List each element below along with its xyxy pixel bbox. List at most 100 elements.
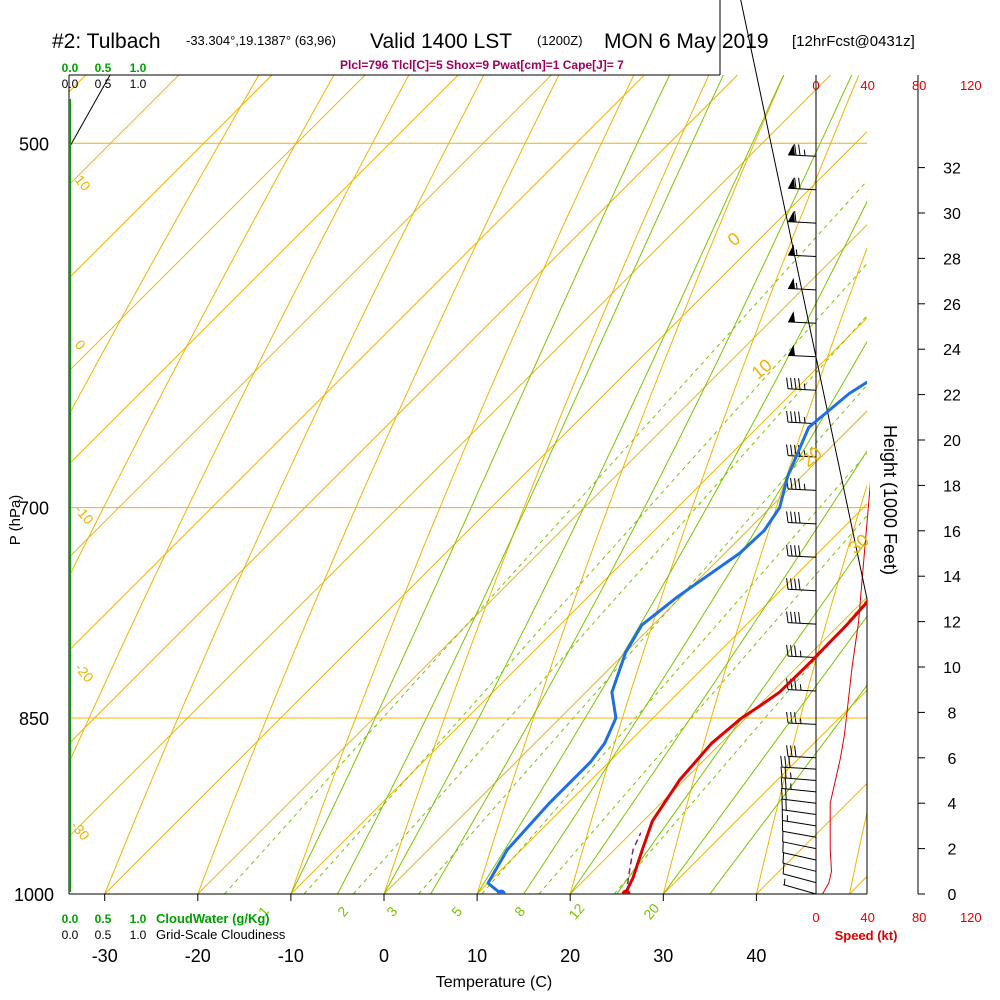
temp-tick-label: 30: [653, 946, 673, 966]
wind-barb-flag: [781, 809, 783, 821]
isotherm-line: [69, 75, 459, 465]
wind-barb-pennant: [788, 210, 796, 223]
wind-barb-flag: [790, 578, 793, 590]
temp-tick-label: -20: [185, 946, 211, 966]
wind-barb: [786, 644, 817, 658]
wind-barb-shaft: [782, 819, 817, 827]
moist-adiabat-line: [476, 200, 867, 894]
isotherm-line: [476, 503, 867, 894]
isotherm-line: [69, 75, 739, 745]
mixing-ratio-line: [418, 384, 867, 894]
speed-tick-label-top: 0: [812, 78, 819, 93]
isotherm-line: [849, 875, 867, 894]
wind-barb-flag: [780, 777, 783, 789]
wind-barb-flag: [790, 611, 793, 623]
wind-barb: [780, 755, 817, 770]
height-tick-label: 6: [948, 751, 957, 768]
dry-adiabat-label: 0: [72, 337, 89, 353]
thermo-grid: [69, 75, 867, 894]
wind-barb-flag: [794, 378, 797, 390]
wind-barb-half: [803, 450, 806, 457]
wind-barb-flag: [790, 411, 793, 423]
moist-adiabat-label: 0: [724, 228, 745, 250]
moist-adiabat-line: [569, 450, 867, 894]
wind-barb-flag: [794, 511, 797, 523]
wind-barb-flag: [786, 444, 789, 456]
sounding-parameters: Plcl=796 Tlcl[C]=5 Shox=9 Pwat[cm]=1 Cap…: [340, 58, 624, 72]
wind-barb: [786, 578, 817, 592]
wind-barb-flag: [781, 798, 783, 810]
wind-barb: [788, 177, 817, 191]
mixing-ratio-label: 3: [383, 903, 400, 919]
dry-adiabat-label: 10: [72, 172, 94, 194]
wind-barb-flag: [794, 611, 797, 624]
wind-barb: [786, 745, 817, 759]
temp-tick-label: -30: [92, 946, 118, 966]
dry-adiabat-label: -30: [68, 818, 93, 844]
dry-adiabat-line: [662, 246, 867, 894]
wind-barb-flag: [788, 756, 791, 768]
wind-barb-flag: [786, 711, 789, 724]
wind-barb-pennant: [788, 177, 796, 189]
temp-axis-title: Temperature (C): [436, 974, 552, 991]
wind-barb-flag: [782, 820, 784, 832]
wind-barb-flag: [784, 777, 787, 789]
valid-date: MON 6 May 2019: [604, 30, 769, 53]
wind-barb-half: [795, 249, 798, 256]
cloudiness-tick-top: 0.5: [95, 77, 112, 91]
station-coords: -33.304°,19.1387° (63,96): [186, 33, 336, 48]
speed-tick-label-bottom: 0: [812, 910, 819, 925]
speed-tick-label-top: 80: [912, 78, 926, 93]
moist-adiabat-label: 30: [845, 530, 873, 558]
wind-barb-shaft: [782, 830, 817, 838]
isotherm-line: [290, 317, 867, 894]
wind-barb: [782, 851, 817, 872]
moist-adiabat-line: [290, 75, 671, 894]
height-axis-title: Height (1000 Feet): [880, 425, 900, 575]
dry-adiabat-line: [290, 75, 635, 894]
cloud-water-tick-top: 0.0: [62, 61, 79, 75]
temp-tick-label: 40: [746, 946, 766, 966]
wind-barb-flag: [798, 478, 801, 490]
wind-barb-half: [803, 149, 806, 156]
sounding-profiles: [486, 380, 867, 894]
wind-barb: [783, 878, 817, 895]
wind-barb-flag: [794, 545, 797, 557]
cloudiness-tick-bottom: 0.5: [95, 928, 112, 942]
dry-adiabat-line: [69, 75, 260, 416]
wind-barb-flag: [782, 851, 785, 864]
wind-barb-shaft: [788, 488, 817, 491]
wind-barb: [786, 477, 817, 491]
moist-adiabat-line: [709, 684, 867, 894]
cloud-water-tick-bottom: 0.5: [95, 912, 112, 926]
cloudiness-tick-bottom: 0.0: [62, 928, 79, 942]
speed-tick-label-bottom: 120: [960, 910, 982, 925]
wind-barb-shaft: [788, 354, 817, 358]
wind-barb-shaft: [788, 555, 817, 558]
wind-barb-flag: [786, 511, 789, 523]
height-tick-label: 18: [943, 478, 961, 495]
wind-barb-flag: [782, 841, 784, 853]
wind-barb-flag: [794, 645, 797, 657]
wind-barb-flag: [790, 444, 793, 456]
wind-speed-line: [822, 480, 870, 895]
wind-barb-pennant: [788, 144, 796, 156]
speed-tick-label-top: 120: [960, 78, 982, 93]
wind-barb-flag: [786, 578, 789, 590]
dry-adiabat-line: [849, 810, 867, 894]
wind-barb-half: [795, 282, 798, 289]
wind-barb-half: [790, 772, 792, 779]
height-tick-label: 28: [943, 251, 961, 268]
wind-barb: [782, 820, 817, 838]
dry-adiabat-line: [383, 75, 710, 894]
height-tick-label: 26: [943, 297, 961, 314]
moist-adiabat-label: 20: [798, 443, 826, 471]
wind-barb-flag: [786, 544, 789, 556]
dry-adiabat-line: [476, 75, 785, 894]
dry-adiabat-label: -20: [72, 660, 97, 686]
wind-barb-shaft: [788, 521, 817, 525]
isotherm-line: [383, 410, 867, 894]
wind-barb-pennant: [788, 344, 796, 356]
wind-barb-pennant: [788, 277, 796, 289]
